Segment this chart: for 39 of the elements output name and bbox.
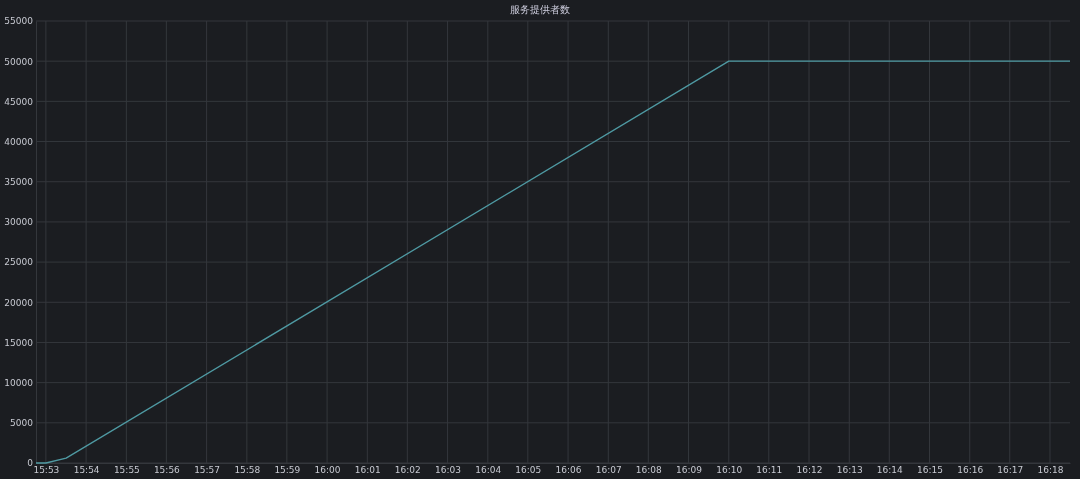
- x-tick-label: 16:08: [635, 465, 663, 476]
- x-tick-label: 15:55: [113, 465, 140, 476]
- y-tick-label: 35000: [4, 177, 34, 188]
- x-tick-label: 16:10: [716, 465, 743, 476]
- x-tick-label: 16:14: [876, 465, 904, 476]
- y-tick-label: 5000: [10, 418, 34, 429]
- x-tick-label: 16:16: [957, 465, 984, 476]
- x-tick-label: 16:02: [394, 465, 421, 476]
- x-tick-label: 15:53: [33, 465, 60, 476]
- y-tick-label: 20000: [4, 297, 34, 308]
- x-tick-label: 16:18: [1037, 465, 1064, 476]
- y-tick-label: 50000: [4, 56, 34, 67]
- y-tick-label: 30000: [4, 217, 34, 228]
- x-tick-label: 16:05: [515, 465, 542, 476]
- x-tick-label: 16:13: [836, 465, 863, 476]
- x-tick-label: 16:06: [555, 465, 582, 476]
- x-tick-label: 16:04: [475, 465, 502, 476]
- x-tick-label: 16:11: [756, 465, 783, 476]
- y-tick-label: 15000: [4, 337, 34, 348]
- x-tick-label: 15:59: [274, 465, 301, 476]
- y-tick-label: 0: [27, 458, 34, 469]
- x-tick-label: 16:12: [796, 465, 823, 476]
- x-tick-label: 16:03: [435, 465, 462, 476]
- y-tick-label: 25000: [4, 257, 34, 268]
- x-tick-label: 16:09: [676, 465, 703, 476]
- x-tick-label: 16:17: [997, 465, 1024, 476]
- y-tick-label: 55000: [4, 16, 34, 27]
- x-tick-label: 15:54: [73, 465, 100, 476]
- chart-title: 服务提供者数: [510, 4, 570, 15]
- y-tick-label: 45000: [4, 96, 34, 107]
- x-tick-label: 15:58: [234, 465, 261, 476]
- y-tick-label: 10000: [4, 378, 34, 389]
- x-tick-label: 16:15: [917, 465, 943, 476]
- y-tick-label: 40000: [4, 136, 34, 147]
- x-tick-label: 16:00: [314, 465, 341, 476]
- x-tick-label: 15:56: [153, 465, 181, 476]
- x-tick-label: 15:57: [194, 465, 221, 476]
- x-tick-label: 16:01: [354, 465, 381, 476]
- x-tick-label: 16:07: [595, 465, 622, 476]
